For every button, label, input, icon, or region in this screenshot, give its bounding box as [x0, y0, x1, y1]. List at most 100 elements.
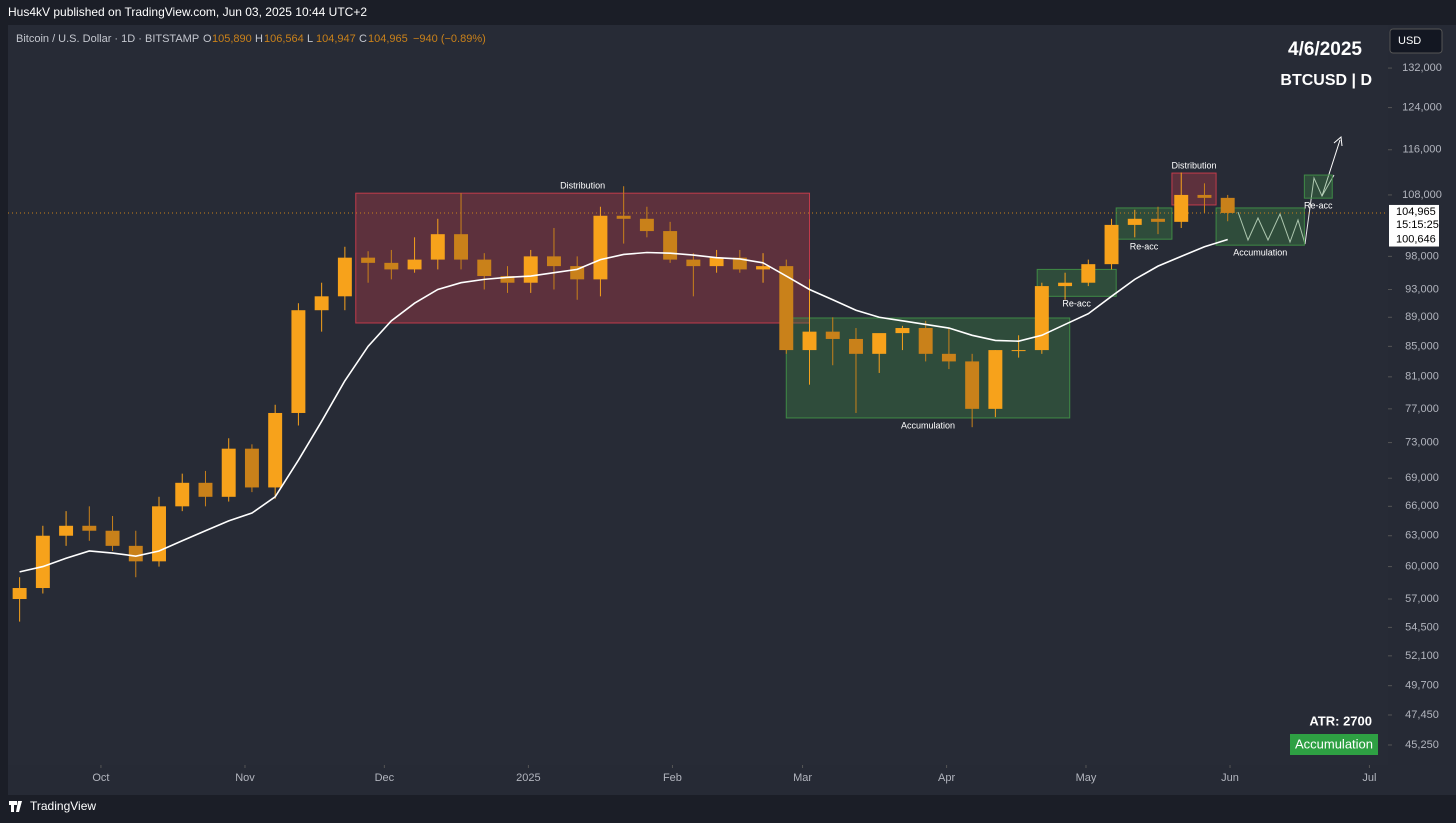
- badge-text: Accumulation: [1295, 736, 1373, 751]
- candle-body: [756, 266, 771, 270]
- brand-logo: [9, 801, 22, 812]
- ohlc-key: C: [359, 33, 367, 45]
- candle-body: [1034, 286, 1049, 351]
- y-tick-label: 57,000: [1405, 593, 1439, 605]
- candle-body: [152, 506, 166, 562]
- candle-body: [12, 588, 27, 600]
- ma-label: 100,646: [1396, 233, 1436, 245]
- y-tick-label: 73,000: [1405, 436, 1439, 448]
- zone-label: Accumulation: [1233, 248, 1287, 258]
- zone: [1215, 207, 1305, 246]
- candle-body: [686, 259, 701, 267]
- ohlc-value: 106,564: [264, 33, 304, 45]
- zone-label: Re-acc: [1062, 299, 1091, 309]
- x-tick-label: Feb: [663, 772, 682, 784]
- candle-body: [709, 257, 724, 267]
- zone: [1303, 174, 1333, 199]
- x-tick-label: Nov: [235, 772, 255, 784]
- candle-body: [1220, 197, 1235, 213]
- candle-body: [268, 412, 283, 488]
- y-tick-label: 49,700: [1405, 680, 1439, 692]
- candle-body: [407, 259, 422, 270]
- zone-label: Re-acc: [1130, 242, 1159, 252]
- x-tick-label: Dec: [375, 772, 395, 784]
- y-tick-label: 52,100: [1405, 650, 1439, 662]
- candle-body: [1151, 218, 1165, 222]
- x-tick-label: 2025: [516, 772, 540, 784]
- y-tick-label: 63,000: [1405, 530, 1439, 542]
- candle-body: [918, 328, 933, 354]
- candle-body: [732, 257, 747, 270]
- candle-body: [593, 215, 608, 280]
- candle-body: [965, 361, 980, 409]
- candle-body: [198, 482, 213, 497]
- candle-body: [128, 545, 143, 562]
- y-tick-label: 81,000: [1405, 371, 1439, 383]
- projection-path: [1237, 174, 1335, 245]
- y-tick-label: 132,000: [1402, 62, 1442, 74]
- projection-arrow: [1321, 139, 1341, 197]
- candle-body: [941, 353, 956, 362]
- change: −940 (−0.89%): [413, 33, 486, 45]
- ohlc-values: O 105,890 H 106,564 L 104,947 C 104,965 −940 (−0…: [203, 33, 486, 45]
- candle-body: [477, 259, 492, 277]
- time-axis: [8, 765, 1388, 795]
- candle-body: [244, 448, 259, 488]
- moving-average: [19, 238, 1228, 573]
- y-tick-label: 54,500: [1405, 621, 1439, 633]
- ohlc-value: 104,947: [316, 33, 356, 45]
- candle-body: [221, 448, 236, 497]
- ma-tag: [1389, 232, 1439, 247]
- x-tick-label: Jul: [1362, 772, 1376, 784]
- candle-body: [1127, 218, 1142, 225]
- candle-body: [291, 310, 306, 413]
- candle-body: [1174, 194, 1189, 222]
- ohlc-value: 105,890: [212, 33, 252, 45]
- zone-label: Re-acc: [1304, 201, 1333, 211]
- brand: TradingView: [30, 799, 96, 813]
- candle-body: [779, 266, 794, 351]
- candle-body: [872, 333, 887, 354]
- ohlc-value: 104,965: [368, 33, 408, 45]
- x-tick-label: Jun: [1221, 772, 1239, 784]
- y-tick-label: 69,000: [1405, 472, 1439, 484]
- plot-area: [8, 25, 1388, 765]
- candle-body: [314, 296, 329, 311]
- ohlc-key: L: [307, 33, 313, 45]
- candle-body: [523, 256, 538, 283]
- candle-body: [175, 482, 190, 507]
- candle-body: [337, 257, 352, 297]
- ticker: BTCUSD | D: [1280, 72, 1372, 89]
- candle-body: [500, 276, 515, 283]
- badge: [1290, 734, 1378, 755]
- y-tick-label: 116,000: [1403, 144, 1442, 156]
- candle-body: [1058, 282, 1073, 287]
- x-tick-label: Mar: [793, 772, 812, 784]
- y-tick-label: 93,000: [1405, 283, 1439, 295]
- x-tick-label: Apr: [938, 772, 955, 784]
- y-tick-label: 85,000: [1405, 340, 1439, 352]
- candle-body: [849, 338, 863, 354]
- candle-body: [430, 234, 445, 260]
- currency-button[interactable]: [1389, 28, 1443, 54]
- x-tick-label: May: [1076, 772, 1097, 784]
- countdown: 15:15:25: [1396, 219, 1439, 231]
- currency[interactable]: USD: [1398, 35, 1421, 47]
- candle-body: [105, 530, 120, 546]
- zone-label: Distribution: [560, 181, 605, 191]
- y-tick-label: 60,000: [1405, 560, 1439, 572]
- price-axis: [1388, 25, 1456, 795]
- zone: [1036, 268, 1117, 297]
- y-tick-label: 47,450: [1405, 709, 1439, 721]
- publisher: Hus4kV published on TradingView.com, Jun…: [8, 5, 367, 19]
- y-tick-label: 98,000: [1405, 250, 1439, 262]
- candle-body: [802, 331, 817, 351]
- y-tick-label: 89,000: [1405, 311, 1439, 323]
- candle-body: [82, 525, 97, 531]
- arrow-head: [1333, 136, 1343, 147]
- candle-body: [384, 262, 399, 270]
- candle-body: [1081, 264, 1096, 283]
- last-price-label: 104,965: [1396, 206, 1436, 218]
